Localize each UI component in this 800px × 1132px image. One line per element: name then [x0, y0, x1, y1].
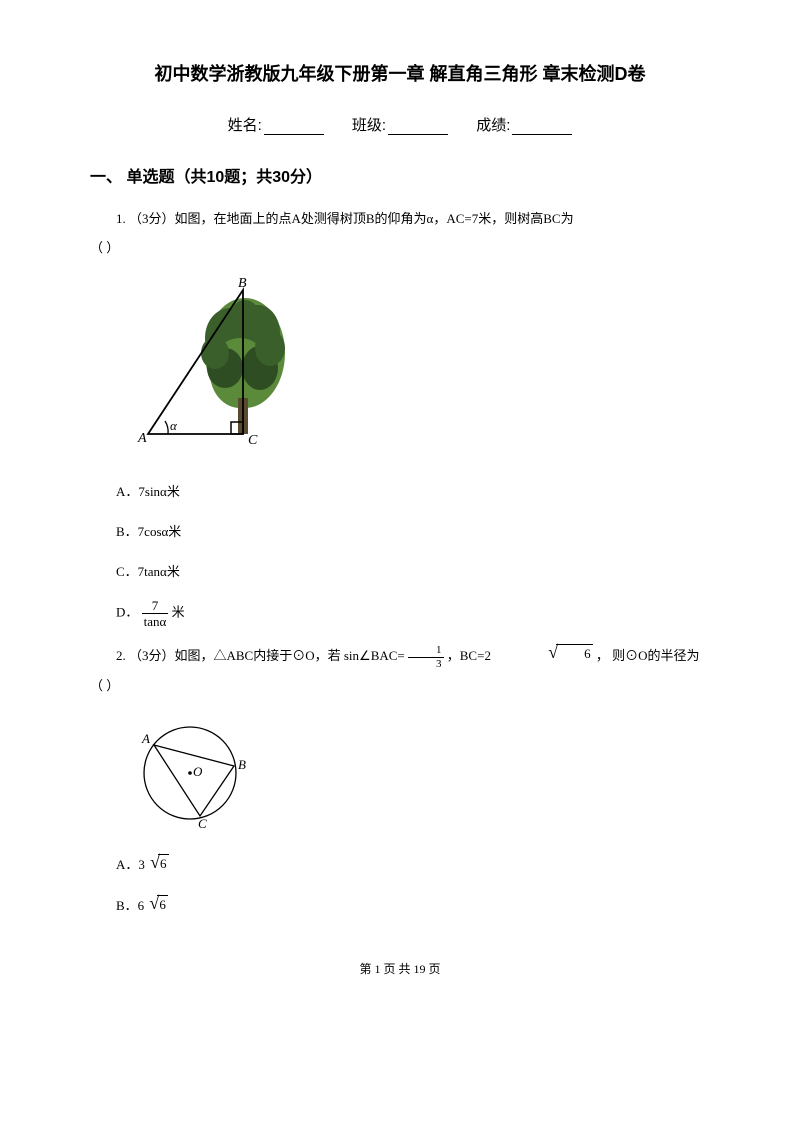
class-label: 班级: [352, 117, 386, 134]
q1-option-C: C．7tanα米 [116, 559, 710, 585]
q2-stem-suffix: ， 则⊙O的半径为 [596, 648, 700, 663]
section-1-heading: 一、 单选题（共10题；共30分） [90, 163, 710, 187]
info-row: 姓名: 班级: 成绩: [90, 114, 710, 135]
q2-optB-sqrt-val: 6 [157, 895, 168, 911]
center-dot [188, 771, 192, 775]
q1-optD-den: tanα [142, 613, 169, 628]
q2-stem-line1: 2. （3分）如图，△ABC内接于⊙O，若 sin∠BAC= 1 3 ，BC=2… [90, 642, 710, 671]
label-A: A [141, 731, 150, 746]
q2-option-A: A．3 √6 [116, 852, 710, 879]
class-blank [388, 120, 448, 135]
q2-stem-line2: （ ） [90, 672, 710, 701]
q2-frac-num: 1 [408, 645, 444, 657]
q2-sqrt-val: 6 [556, 644, 593, 660]
q1-stem-line2: （ ） [90, 234, 710, 263]
q2-frac-den: 3 [408, 657, 444, 670]
name-label: 姓名: [228, 117, 262, 134]
q2-sqrt: √6 [496, 643, 592, 672]
name-blank [264, 120, 324, 135]
q1-optD-fraction: 7 tanα [142, 599, 169, 628]
label-B: B [238, 757, 246, 772]
q2-optA-sqrt-val: 6 [158, 854, 169, 870]
q1-option-B: B．7cosα米 [116, 519, 710, 545]
q1-figure: A B C α [130, 278, 710, 463]
q1-option-D: D． 7 tanα 米 [116, 599, 710, 628]
page-title: 初中数学浙教版九年级下册第一章 解直角三角形 章末检测D卷 [90, 60, 710, 86]
q2-optB-sqrt: √6 [149, 894, 167, 920]
label-alpha: α [170, 418, 178, 433]
q2-option-B: B．6 √6 [116, 893, 710, 920]
q2-optB-prefix: B．6 [116, 898, 147, 913]
q1-optD-suffix: 米 [172, 605, 185, 620]
q2-stem-mid: ，BC=2 [447, 648, 491, 663]
page-footer: 第 1 页 共 19 页 [90, 960, 710, 977]
score-label: 成绩: [476, 117, 510, 134]
q1-option-A: A．7sinα米 [116, 479, 710, 505]
label-A: A [137, 431, 147, 446]
angle-arc [165, 421, 168, 434]
q2-fraction: 1 3 [408, 645, 444, 670]
q1-optD-prefix: D． [116, 605, 138, 620]
score-blank [512, 120, 572, 135]
q2-figure: A B C O [130, 716, 710, 836]
q1-stem-line1: 1. （3分）如图，在地面上的点A处测得树顶B的仰角为α，AC=7米，则树高BC… [90, 205, 710, 234]
label-B: B [238, 278, 247, 291]
label-O: O [193, 764, 203, 779]
label-C: C [198, 816, 207, 831]
q1-optD-num: 7 [142, 599, 169, 613]
label-C: C [248, 433, 258, 448]
q2-figure-svg: A B C O [130, 716, 260, 831]
q2-optA-prefix: A．3 [116, 857, 148, 872]
q1-figure-svg: A B C α [130, 278, 300, 458]
q2-optA-sqrt: √6 [150, 853, 168, 879]
q2-stem-prefix: 2. （3分）如图，△ABC内接于⊙O，若 sin∠BAC= [116, 648, 408, 663]
